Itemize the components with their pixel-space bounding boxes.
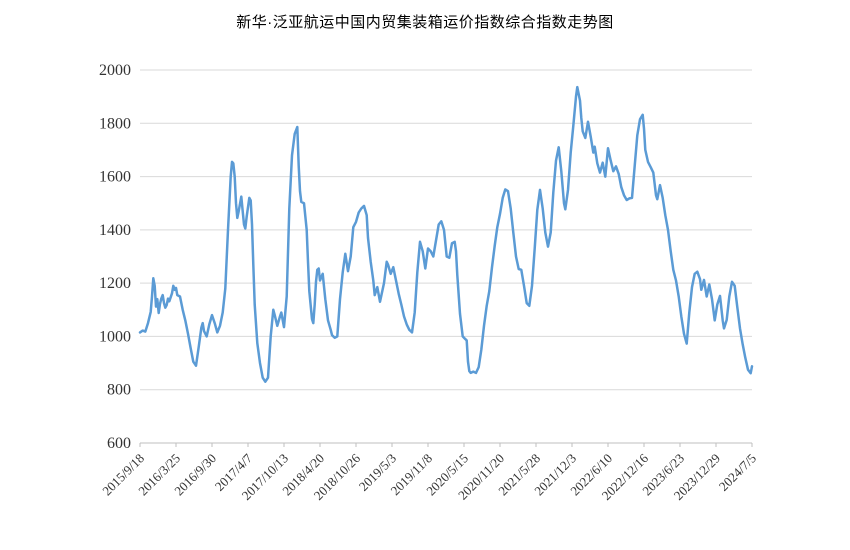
- y-tick-label: 600: [107, 435, 131, 452]
- y-tick-label: 800: [107, 382, 131, 399]
- x-tick-label: 2024/7/5: [716, 451, 759, 494]
- x-axis-labels: 2015/9/182016/3/252016/9/302017/4/72017/…: [99, 450, 759, 503]
- chart-title: 新华·泛亚航运中国内贸集装箱运价指数综合指数走势图: [236, 14, 614, 31]
- y-tick-label: 1400: [99, 222, 131, 239]
- y-tick-label: 2000: [99, 62, 131, 79]
- y-tick-label: 1000: [99, 328, 131, 345]
- y-tick-label: 1800: [99, 115, 131, 132]
- y-axis-labels: 600 800 1000 1200 1400 1600 1800 2000: [99, 62, 131, 452]
- y-tick-label: 1600: [99, 169, 131, 186]
- y-tick-label: 1200: [99, 275, 131, 292]
- y-gridlines: [140, 69, 752, 444]
- x-axis-ticks: [139, 443, 753, 447]
- series-line: [138, 85, 754, 383]
